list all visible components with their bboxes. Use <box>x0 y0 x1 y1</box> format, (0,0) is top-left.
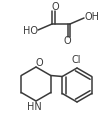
Text: O: O <box>51 2 59 12</box>
Text: HO: HO <box>23 26 38 36</box>
Text: O: O <box>35 58 43 68</box>
Text: OH: OH <box>84 12 99 22</box>
Text: O: O <box>63 36 71 46</box>
Text: Cl: Cl <box>71 55 81 65</box>
Text: HN: HN <box>27 102 41 112</box>
